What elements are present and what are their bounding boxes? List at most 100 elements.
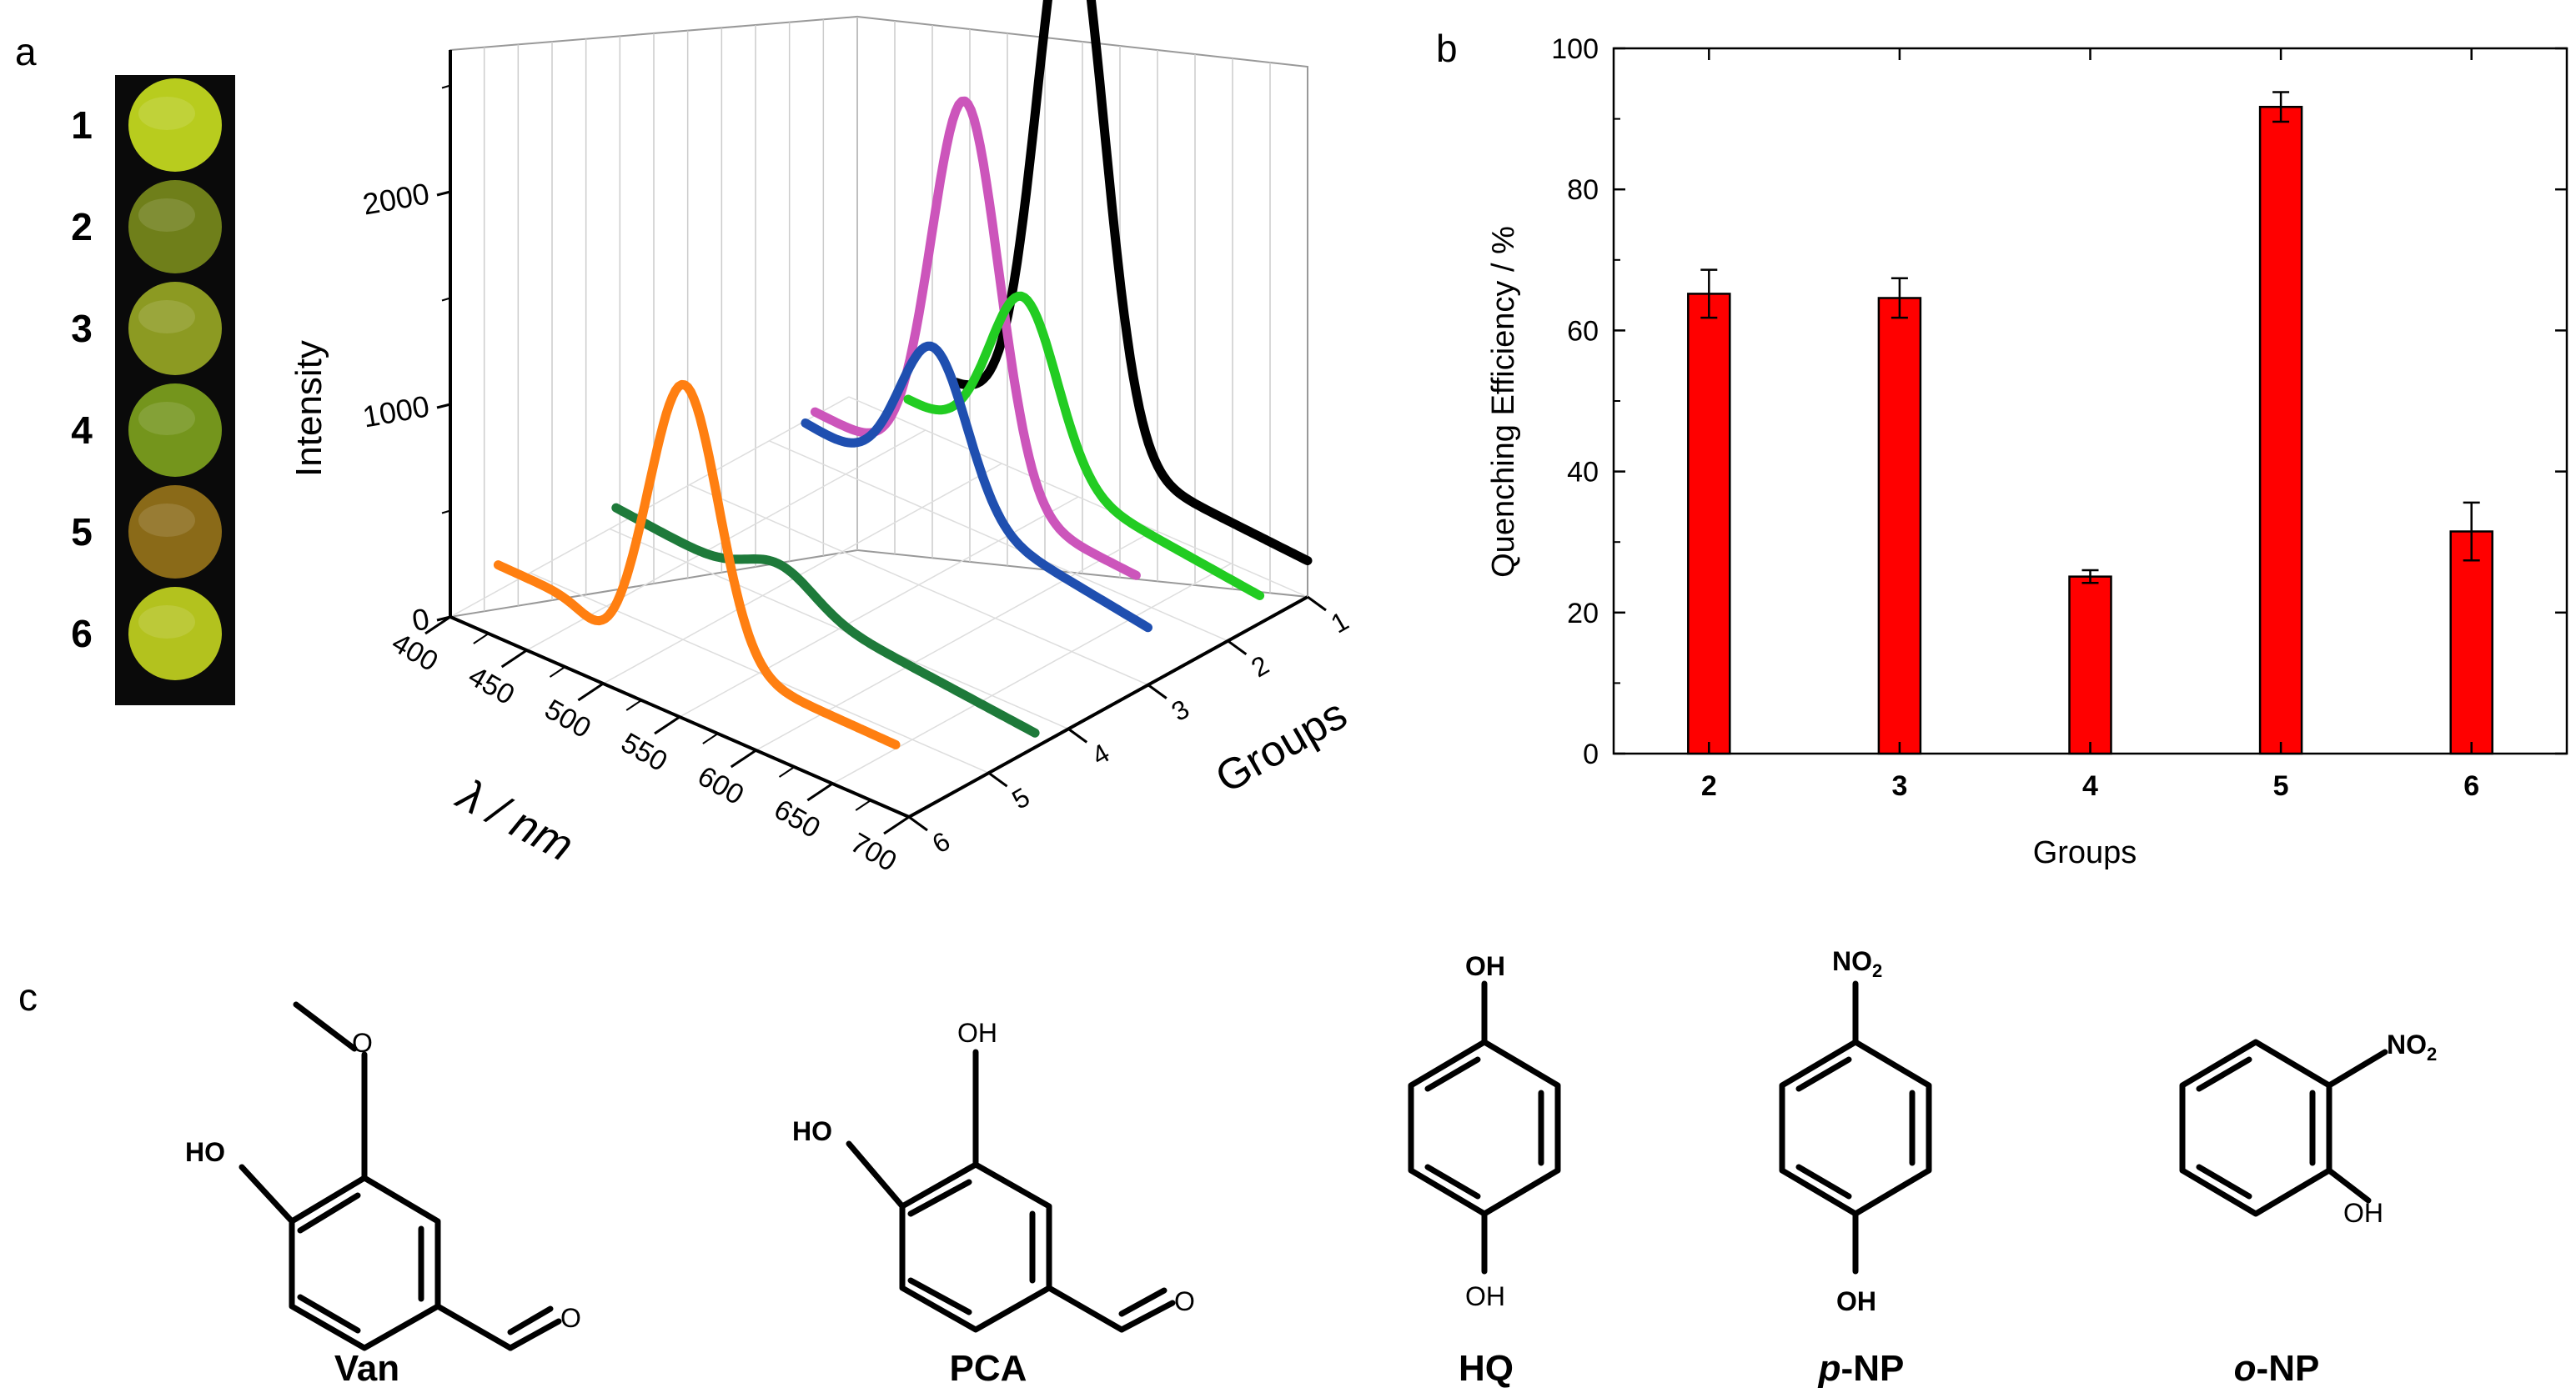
well-label-1: 1: [71, 103, 93, 147]
van-ring: [289, 1175, 441, 1351]
molecule-van: [239, 1001, 562, 1351]
group-tick: [1307, 595, 1327, 612]
group-tick-label: 3: [1167, 694, 1194, 727]
van-methyl-bond: [293, 1001, 358, 1052]
o-np-nitro-bond: [2326, 1049, 2388, 1089]
bar-x-tick-label: 6: [2463, 770, 2479, 802]
o-np-hydroxyl-bond: [2326, 1167, 2372, 1204]
floor-grid-line: [756, 529, 1156, 751]
well-highlight: [138, 300, 195, 333]
bar-chart: 0 20 40 60 80 100 2 3 4 5 6 Quenching Efficiency …: [1486, 33, 2568, 870]
x-tick: [806, 782, 834, 802]
spectrum-line-4: [801, 341, 1152, 633]
floor-grid-line: [689, 484, 1149, 686]
bar-5: [2258, 105, 2303, 755]
well-1: [128, 78, 222, 172]
floor-grid-line: [449, 396, 850, 618]
bar-2: [1687, 293, 1731, 755]
floor-grid-line: [848, 396, 1308, 598]
group-tick-label: 4: [1087, 738, 1114, 771]
bar-y-axis-label: Quenching Efficiency / %: [1486, 226, 1521, 578]
hq-inner-bond-3: [1424, 1056, 1481, 1092]
bar-6: [2449, 530, 2493, 755]
x-tick: [424, 615, 451, 635]
floor-grid-line: [530, 572, 989, 774]
x-tick-label: 700: [845, 827, 901, 878]
x-minor-tick: [855, 799, 871, 811]
y-axis: [908, 595, 1308, 819]
o-np-nitro-label: NO2: [2387, 1030, 2437, 1065]
molecule-hq: [1408, 980, 1561, 1275]
hq-ring: [1408, 1039, 1561, 1217]
x-tick-label: 450: [463, 660, 520, 711]
molecule-name-p-np: p-NP: [1818, 1348, 1905, 1389]
x-tick: [500, 649, 528, 669]
hq-top-label: OH: [1465, 951, 1505, 981]
x-tick: [883, 815, 910, 835]
well-label-2: 2: [71, 205, 93, 248]
spectrum-line-1: [951, 0, 1313, 566]
bar-x-tick-label: 4: [2082, 770, 2098, 802]
x-tick-label: 600: [692, 760, 749, 811]
pca-inner-bond-2: [907, 1277, 972, 1315]
bar-y-tick-label: 60: [1567, 315, 1599, 347]
molecule-pca: [846, 1049, 1176, 1333]
bar-x-tick-label: 3: [1891, 770, 1907, 802]
p-np-inner-bond-3: [1795, 1056, 1852, 1092]
x-tick: [730, 749, 757, 769]
x-minor-tick: [778, 766, 796, 778]
floor-grid-line: [609, 528, 1069, 730]
group-tick-label: 6: [927, 825, 955, 859]
group-tick: [1067, 728, 1088, 744]
well-5: [128, 485, 222, 579]
molecule-name-o-np: o-NP: [2234, 1348, 2320, 1389]
o-np-inner-bond-2: [2196, 1164, 2252, 1200]
well-highlight: [138, 402, 195, 435]
p-np-top-label: NO2: [1832, 946, 1882, 981]
pca-carbonyl-label: O: [1174, 1286, 1195, 1316]
molecule-name-van: Van: [334, 1348, 399, 1389]
z-minor-tick: [441, 509, 451, 514]
o-np-hydroxyl-label: OH: [2343, 1198, 2383, 1228]
van-carbonyl-label: O: [560, 1303, 581, 1333]
molecule-name-hq: HQ: [1459, 1348, 1514, 1389]
well-highlight: [138, 504, 195, 537]
floor-grid-line: [602, 463, 1002, 684]
x-tick-label: 400: [386, 627, 443, 678]
van-inner-bond-3: [297, 1192, 361, 1234]
molecule-labels: O HO O OH HO O OH OH NO2 OH NO2 OH: [185, 946, 2437, 1333]
photo-strip: 1 2 3 4 5 6: [71, 75, 235, 705]
p-np-bottom-label: OH: [1836, 1286, 1876, 1316]
molecule-p-np: [1779, 980, 1932, 1275]
z-tick: [436, 403, 451, 409]
well-highlight: [138, 605, 195, 639]
well-highlight: [138, 97, 195, 130]
group-tick: [1227, 639, 1248, 656]
group-tick-label: 2: [1246, 649, 1273, 683]
z-axis-label: Intensity: [289, 340, 329, 477]
hq-bottom-label: OH: [1465, 1281, 1505, 1311]
bar-4: [2068, 575, 2112, 755]
bar-y-tick-label: 40: [1567, 457, 1599, 489]
bar-y-tick-label: 100: [1551, 33, 1599, 65]
well-label-3: 3: [71, 307, 93, 350]
bar-x-tick-label: 5: [2273, 770, 2289, 802]
p-np-ring: [1779, 1039, 1932, 1217]
x-tick: [654, 715, 680, 735]
pca-aldehyde-bond: [1046, 1285, 1125, 1333]
group-tick: [908, 815, 928, 832]
pca-hydroxyl-top-label: OH: [957, 1018, 997, 1048]
spectrum-line-3: [903, 291, 1265, 600]
bar-y-tick-label: 80: [1567, 174, 1599, 206]
spectrum-line-5: [493, 379, 901, 749]
x-tick: [577, 682, 605, 702]
van-aldehyde-bond: [434, 1303, 514, 1351]
floor-grid-line: [769, 440, 1228, 642]
group-tick: [1147, 684, 1167, 699]
p-np-inner-bond-2: [1795, 1164, 1852, 1200]
o-np-ring: [2179, 1039, 2332, 1217]
pca-ring: [899, 1161, 1052, 1333]
bar-3: [1877, 297, 1922, 755]
